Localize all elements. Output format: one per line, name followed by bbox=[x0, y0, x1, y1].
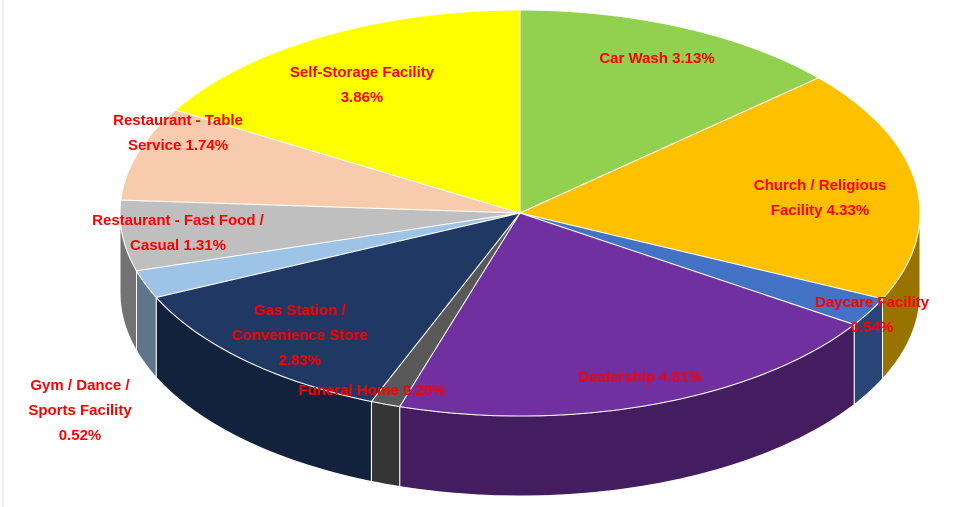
slice bbox=[519, 212, 884, 326]
value-label: 4.81% bbox=[659, 369, 702, 386]
slice bbox=[518, 77, 921, 300]
value-label: 3.13% bbox=[672, 50, 715, 67]
value-label: 1.74% bbox=[185, 137, 229, 154]
slice-label: Dealership 4.81% bbox=[530, 365, 750, 390]
slice-label: Self-Storage Facility 3.86% bbox=[272, 60, 452, 110]
slice-side bbox=[370, 400, 401, 488]
slice-label: Restaurant - Fast Food / Casual 1.31% bbox=[78, 208, 278, 258]
value-label: 0.54% bbox=[850, 319, 894, 336]
category-label: Self-Storage Facility bbox=[289, 64, 435, 81]
value-label: 0.52% bbox=[58, 427, 102, 444]
slice-label: Car Wash 3.13% bbox=[547, 46, 767, 71]
slice bbox=[398, 212, 856, 417]
slice bbox=[120, 109, 521, 214]
slice bbox=[519, 9, 820, 214]
slice-label: Gym / Dance / Sports Facility 0.52% bbox=[5, 373, 155, 448]
category-label: Dealership bbox=[578, 369, 655, 386]
value-label: 2.83% bbox=[278, 352, 322, 369]
category-label: Car Wash bbox=[599, 50, 668, 67]
slice bbox=[135, 212, 521, 298]
value-label: 1.31% bbox=[183, 237, 226, 254]
category-label: Gym / Dance / Sports Facility bbox=[28, 377, 132, 419]
category-label: Daycare Facility bbox=[814, 294, 930, 311]
category-label: Gas Station / Convenience Store bbox=[232, 302, 368, 344]
slice bbox=[119, 199, 521, 272]
slice-label: Daycare Facility 0.54% bbox=[792, 290, 952, 340]
value-label: 3.86% bbox=[340, 89, 384, 106]
value-label: 4.33% bbox=[826, 202, 870, 219]
slice bbox=[174, 9, 521, 214]
slice bbox=[155, 212, 522, 403]
slice-label: Gas Station / Convenience Store 2.83% bbox=[215, 298, 385, 373]
category-label: Restaurant - Table Service bbox=[113, 112, 243, 154]
slice-label: Restaurant - Table Service 1.74% bbox=[88, 108, 268, 158]
category-label: Funeral Home bbox=[298, 382, 399, 399]
slice-label: Church / Religious Facility 4.33% bbox=[730, 173, 910, 223]
category-label: Restaurant - Fast Food / Casual bbox=[92, 212, 264, 254]
category-label: Church / Religious Facility bbox=[753, 177, 887, 219]
value-label: 0.28% bbox=[402, 382, 446, 399]
slice-label: Funeral Home 0.28% bbox=[262, 378, 482, 403]
